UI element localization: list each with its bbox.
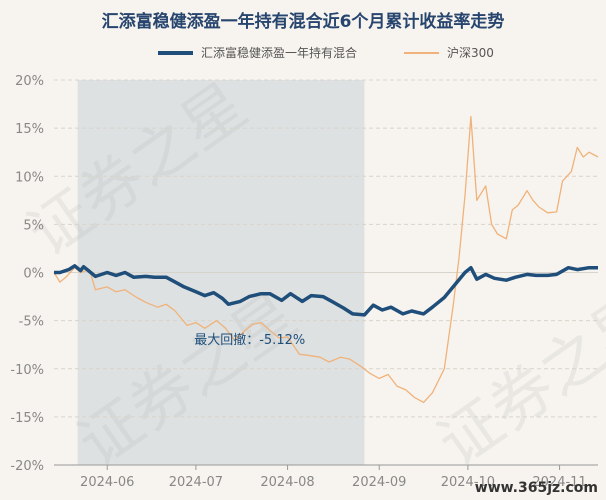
x-tick-label: 2024-08	[260, 475, 314, 490]
y-tick-label: 10%	[15, 170, 44, 185]
legend-item-fund[interactable]: 汇添富稳健添盈一年持有混合	[158, 44, 357, 61]
series-line-index	[53, 115, 599, 404]
y-tick-label: -10%	[10, 363, 44, 378]
series-line-fund	[54, 264, 598, 317]
x-tick-label: 2024-09	[352, 475, 406, 490]
site-footer: www.365jz.com	[474, 480, 598, 496]
y-tick-label: 5%	[23, 218, 44, 233]
y-tick-label: -15%	[10, 411, 44, 426]
y-tick-label: -5%	[19, 315, 44, 330]
legend-label-index: 沪深300	[447, 46, 494, 60]
y-tick-label: -20%	[10, 459, 44, 474]
x-tick-label: 2024-10	[441, 475, 495, 490]
chart-title: 汇添富稳健添盈一年持有混合近6个月累计收益率走势	[101, 12, 505, 32]
legend-swatch-index	[404, 51, 439, 54]
x-tick-label: 2024-11	[532, 475, 586, 490]
legend-label-fund: 汇添富稳健添盈一年持有混合	[201, 46, 358, 60]
y-tick-label: 15%	[15, 122, 44, 137]
x-tick-label: 2024-06	[80, 475, 134, 490]
legend-swatch-fund	[158, 50, 193, 55]
y-tick-label: 20%	[15, 74, 44, 89]
drawdown-label: 最大回撤：-5.12%	[194, 332, 305, 348]
x-tick-label: 2024-07	[169, 475, 223, 490]
y-tick-label: 0%	[23, 267, 44, 282]
legend-item-index[interactable]: 沪深300	[404, 44, 494, 61]
legend: 汇添富稳健添盈一年持有混合 沪深300	[0, 44, 606, 62]
